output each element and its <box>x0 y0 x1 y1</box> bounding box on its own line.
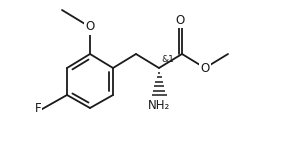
Text: O: O <box>200 61 210 75</box>
Text: &1: &1 <box>161 55 174 64</box>
Text: O: O <box>85 20 95 34</box>
Text: F: F <box>34 102 41 115</box>
Text: O: O <box>176 14 185 27</box>
Text: NH₂: NH₂ <box>148 99 170 112</box>
